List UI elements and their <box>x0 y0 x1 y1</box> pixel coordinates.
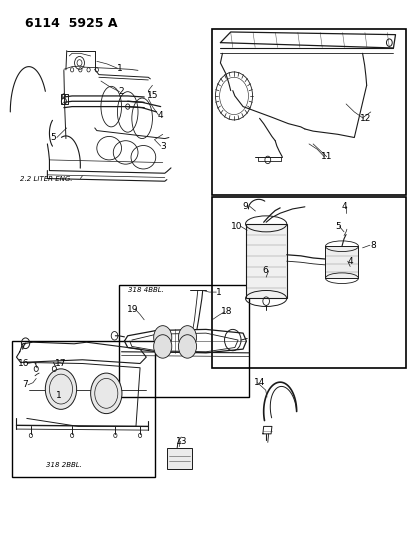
Bar <box>119 285 249 397</box>
Text: 2: 2 <box>119 87 124 96</box>
Circle shape <box>45 369 77 409</box>
Circle shape <box>91 373 122 414</box>
Text: 4: 4 <box>347 257 353 265</box>
Text: 17: 17 <box>55 359 67 368</box>
Text: 13: 13 <box>176 437 187 446</box>
Bar <box>167 448 192 469</box>
Circle shape <box>154 335 172 358</box>
Text: 6114  5925 A: 6114 5925 A <box>25 17 117 30</box>
Text: 9: 9 <box>243 202 248 211</box>
Text: 15: 15 <box>147 92 158 100</box>
Bar <box>61 94 68 104</box>
Text: 1: 1 <box>56 391 62 400</box>
Bar <box>212 197 406 368</box>
Text: 16: 16 <box>18 359 30 368</box>
Circle shape <box>178 326 197 349</box>
Text: 1: 1 <box>117 64 122 72</box>
Bar <box>325 246 358 278</box>
Text: 7: 7 <box>22 381 28 389</box>
Text: 18: 18 <box>221 308 232 316</box>
Circle shape <box>178 335 197 358</box>
Text: 19: 19 <box>127 305 139 313</box>
Circle shape <box>154 326 172 349</box>
Bar <box>246 224 287 298</box>
Text: 1: 1 <box>215 288 221 296</box>
Text: 8: 8 <box>370 241 376 249</box>
Bar <box>212 29 406 195</box>
Text: 4: 4 <box>158 111 164 119</box>
Text: 12: 12 <box>360 114 372 123</box>
Text: 14: 14 <box>254 378 265 387</box>
Bar <box>12 341 154 477</box>
Text: 2.2 LITER ENG.: 2.2 LITER ENG. <box>20 175 73 182</box>
Text: 318 4BBL.: 318 4BBL. <box>128 287 164 294</box>
Text: 3: 3 <box>160 142 166 150</box>
Text: 5: 5 <box>335 222 341 231</box>
Text: 318 2BBL.: 318 2BBL. <box>46 462 82 468</box>
Text: 11: 11 <box>321 152 332 161</box>
Text: 6: 6 <box>263 266 269 275</box>
Text: 4: 4 <box>342 202 347 211</box>
Text: 10: 10 <box>231 222 243 231</box>
Text: 5: 5 <box>51 133 56 142</box>
